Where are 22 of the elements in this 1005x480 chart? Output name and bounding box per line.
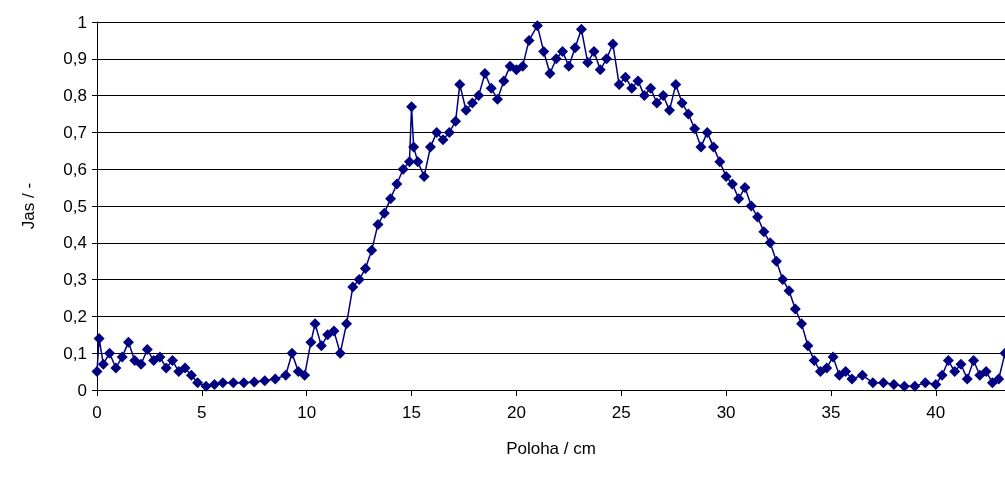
y-tick-label: 0,2 xyxy=(63,306,87,326)
x-tick-label: 0 xyxy=(92,403,102,422)
x-tick-label: 30 xyxy=(716,403,736,422)
y-tick-label: 0,4 xyxy=(63,233,87,253)
y-tick-label: 0,7 xyxy=(63,122,87,142)
x-tick-label: 40 xyxy=(926,403,946,422)
x-tick-label: 15 xyxy=(402,403,422,422)
y-tick-label: 0,5 xyxy=(63,196,87,216)
x-axis-title: Poloha / cm xyxy=(506,439,596,458)
x-tick-label: 20 xyxy=(506,403,526,422)
x-tick-label: 10 xyxy=(297,403,317,422)
y-tick-label: 0,8 xyxy=(63,86,87,106)
y-axis-title: Jas / - xyxy=(19,182,38,230)
x-tick-label: 35 xyxy=(821,403,841,422)
x-tick-label: 25 xyxy=(611,403,631,422)
y-tick-label: 0,9 xyxy=(63,49,87,69)
y-tick-label: 0,6 xyxy=(63,159,87,179)
y-tick-label: 1 xyxy=(77,12,87,32)
y-tick-label: 0,3 xyxy=(63,270,87,290)
x-tick-label: 5 xyxy=(197,403,207,422)
y-tick-label: 0 xyxy=(77,380,87,400)
y-tick-label: 0,1 xyxy=(63,343,87,363)
